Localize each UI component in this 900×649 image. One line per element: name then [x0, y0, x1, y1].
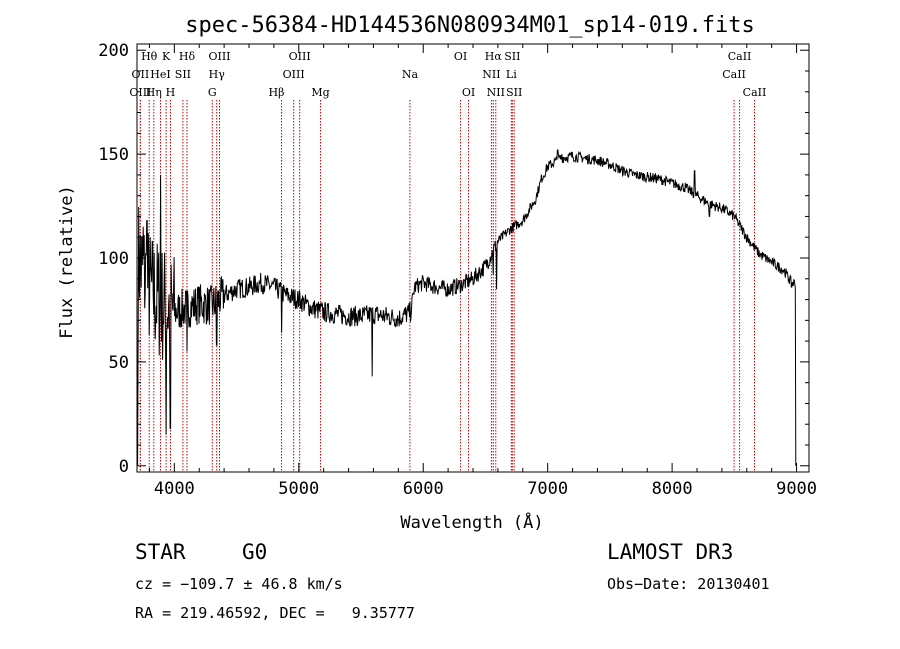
- y-axis-label: Flux (relative): [57, 185, 77, 339]
- object-subclass: G0: [242, 540, 268, 564]
- x-tick-label: 8000: [652, 479, 693, 499]
- spectral-line-label-26: CaII: [722, 68, 746, 81]
- spectral-line-label-22: SII: [504, 50, 520, 63]
- plot-frame: [136, 43, 810, 473]
- spectral-line-label-11: G: [208, 86, 217, 99]
- spectrum-chart: spec-56384-HD144536N080934M01_sp14-019.f…: [57, 13, 817, 533]
- y-tick-label: 100: [98, 249, 129, 269]
- x-axis-label: Wavelength (Å): [400, 511, 543, 533]
- spectral-line-markers: Hθ OII OIII K HeI Hη Hδ SII H OIII Hγ G OIII OIII Hβ Mg…: [129, 50, 766, 472]
- x-tick-label: 6000: [403, 479, 444, 499]
- x-tick-label: 7000: [527, 479, 568, 499]
- redshift-text: cz = −109.7 ± 46.8 km/s: [135, 575, 343, 593]
- spectral-line-label-6: Hδ: [179, 50, 196, 63]
- x-tick-label: 9000: [776, 479, 817, 499]
- spectral-line-label-9: OIII: [208, 50, 230, 63]
- x-tick-label: 4000: [154, 479, 195, 499]
- spectral-line-label-8: H: [166, 86, 176, 99]
- spectral-line-label-7: SII: [175, 68, 191, 81]
- spectral-line-label-25: CaII: [728, 50, 752, 63]
- coordinates-text: RA = 219.46592, DEC = 9.35777: [135, 604, 415, 622]
- survey-name: LAMOST DR3: [607, 540, 734, 564]
- spectral-line-label-18: OI: [462, 86, 475, 99]
- y-tick-label: 0: [119, 457, 129, 477]
- axis-ticks: 4000 5000 6000 7000 8000 9000 0 50 100 150 200: [98, 41, 817, 499]
- y-tick-label: 150: [98, 145, 129, 165]
- spectral-line-label-0: Hθ: [141, 50, 158, 63]
- y-tick-label: 50: [109, 353, 129, 373]
- chart-title: spec-56384-HD144536N080934M01_sp14-019.f…: [185, 13, 755, 38]
- spectral-line-label-24: SII: [506, 86, 522, 99]
- spectral-line-label-1: OII: [132, 68, 150, 81]
- spectral-line-label-20: NII: [482, 68, 500, 81]
- spectral-line-label-17: OI: [454, 50, 467, 63]
- x-tick-label: 5000: [278, 479, 319, 499]
- spectral-line-label-10: Hγ: [209, 68, 226, 81]
- spectral-line-label-5: Hη: [146, 86, 162, 99]
- spectrum-series-line: [137, 149, 797, 466]
- y-tick-label: 200: [98, 41, 129, 61]
- obs-date-text: Obs−Date: 20130401: [607, 575, 770, 593]
- spectral-line-label-16: Na: [402, 68, 419, 81]
- spectral-line-label-13: OIII: [283, 68, 305, 81]
- spectral-line-label-21: NII: [487, 86, 505, 99]
- spectral-line-label-14: Hβ: [269, 86, 285, 99]
- spectral-line-label-23: Li: [506, 68, 517, 81]
- spectral-line-label-19: Hα: [485, 50, 503, 63]
- spectral-line-label-3: K: [162, 50, 171, 63]
- spectral-line-label-15: Mg: [311, 86, 329, 99]
- spectral-line-label-4: HeI: [150, 68, 170, 81]
- spectral-line-label-2: OIII: [129, 86, 151, 99]
- spectral-line-label-12: OIII: [289, 50, 311, 63]
- object-class: STAR: [135, 540, 186, 564]
- spectral-line-label-27: CaII: [743, 86, 767, 99]
